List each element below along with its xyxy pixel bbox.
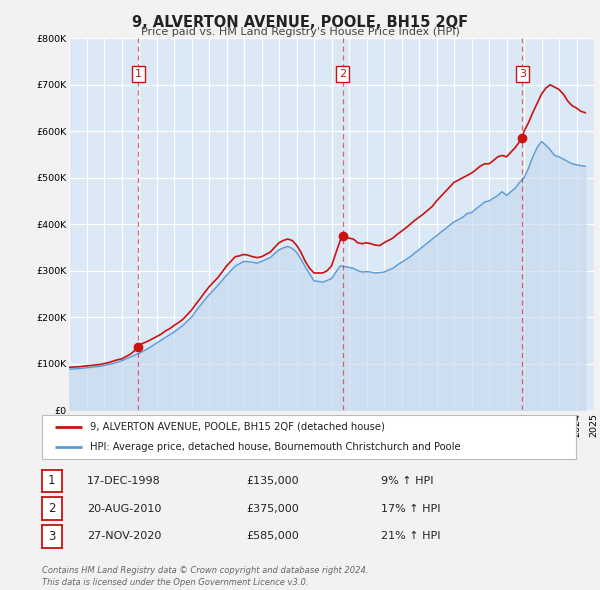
Text: 20-AUG-2010: 20-AUG-2010 [87,504,161,513]
Text: 17% ↑ HPI: 17% ↑ HPI [381,504,440,513]
Text: 9, ALVERTON AVENUE, POOLE, BH15 2QF: 9, ALVERTON AVENUE, POOLE, BH15 2QF [132,15,468,30]
Text: 3: 3 [519,68,526,78]
Text: HPI: Average price, detached house, Bournemouth Christchurch and Poole: HPI: Average price, detached house, Bour… [90,442,461,452]
Text: 21% ↑ HPI: 21% ↑ HPI [381,532,440,541]
Text: 17-DEC-1998: 17-DEC-1998 [87,476,161,486]
Text: 9% ↑ HPI: 9% ↑ HPI [381,476,433,486]
Text: £135,000: £135,000 [246,476,299,486]
Text: 1: 1 [135,68,142,78]
Text: 9, ALVERTON AVENUE, POOLE, BH15 2QF (detached house): 9, ALVERTON AVENUE, POOLE, BH15 2QF (det… [90,422,385,432]
Text: 27-NOV-2020: 27-NOV-2020 [87,532,161,541]
Text: Contains HM Land Registry data © Crown copyright and database right 2024.
This d: Contains HM Land Registry data © Crown c… [42,566,368,587]
Text: Price paid vs. HM Land Registry's House Price Index (HPI): Price paid vs. HM Land Registry's House … [140,27,460,37]
Text: £585,000: £585,000 [246,532,299,541]
Text: £375,000: £375,000 [246,504,299,513]
Text: 2: 2 [339,68,346,78]
Text: 2: 2 [48,502,56,515]
Text: 3: 3 [48,530,56,543]
Text: 1: 1 [48,474,56,487]
